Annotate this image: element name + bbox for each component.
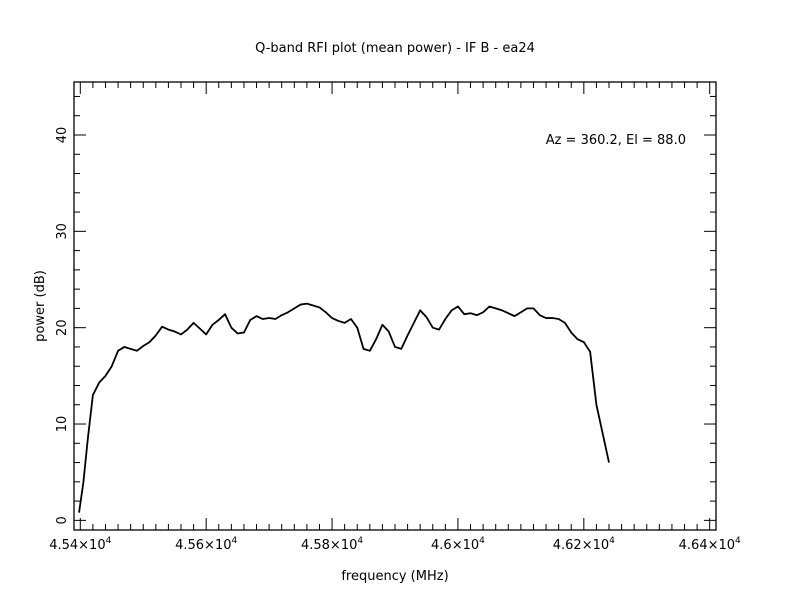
az-el-annotation: Az = 360.2, El = 88.0 — [546, 133, 686, 148]
x-tick-label: 4.54×104 — [49, 536, 111, 553]
plot-frame — [73, 81, 717, 531]
x-tick-label: 4.6×104 — [431, 536, 485, 553]
y-tick-label: 10 — [55, 416, 70, 433]
y-tick-label: 0 — [55, 516, 70, 524]
series-line-mean-power — [78, 302, 610, 513]
tick-labels: 4.54×104 4.56×104 4.58×104 4.6×104 4.62×104 4… — [49, 127, 741, 553]
x-tick-label: 4.64×104 — [679, 536, 741, 553]
x-tick-label: 4.58×104 — [301, 536, 363, 553]
x-axis-label: frequency (MHz) — [341, 569, 448, 584]
axis-ticks — [74, 82, 716, 530]
y-tick-label: 20 — [55, 319, 70, 336]
y-tick-label: 40 — [55, 127, 70, 144]
y-tick-label: 30 — [55, 223, 70, 240]
x-tick-label: 4.62×104 — [553, 536, 615, 553]
y-axis-label: power (dB) — [33, 270, 48, 342]
x-tick-label: 4.56×104 — [175, 536, 237, 553]
chart-title: Q-band RFI plot (mean power) - IF B - ea… — [255, 41, 535, 56]
